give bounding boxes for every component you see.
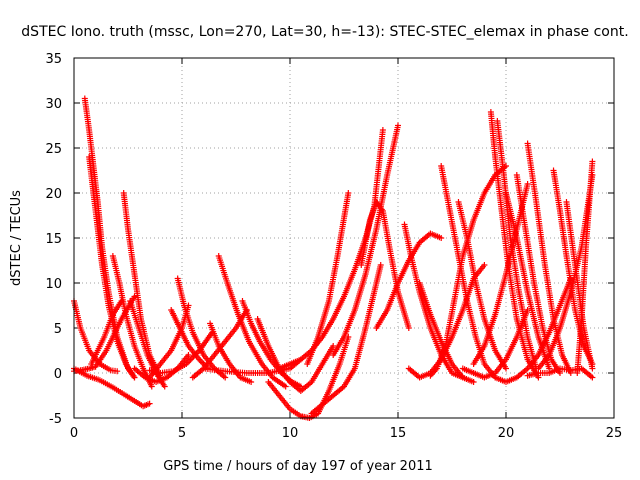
y-tick-label: 20 [45, 187, 62, 202]
data-point [222, 374, 229, 381]
x-axis-label: GPS time / hours of day 197 of year 2011 [163, 459, 433, 474]
data-series [524, 365, 596, 381]
data-point [589, 374, 596, 381]
x-tick-label: 15 [390, 426, 407, 441]
data-point [148, 383, 155, 390]
data-series [563, 199, 596, 372]
x-tick-label: 10 [282, 426, 299, 441]
y-tick-label: -5 [49, 412, 62, 427]
data-point [470, 379, 477, 385]
data-point [131, 374, 138, 381]
data-point [395, 122, 401, 129]
y-tick-label: 25 [45, 142, 62, 157]
data-series [524, 140, 574, 376]
data-point [330, 343, 337, 349]
data-point [589, 158, 596, 165]
data-series [494, 118, 540, 372]
grid [73, 57, 615, 419]
data-series [215, 253, 289, 390]
data-points [71, 95, 596, 421]
data-series [71, 293, 138, 375]
data-point [131, 293, 138, 300]
data-point [248, 379, 255, 385]
data-point [377, 262, 384, 268]
y-tick-label: 0 [54, 367, 62, 382]
data-series [120, 190, 164, 381]
data-point [589, 365, 596, 372]
data-point [481, 262, 488, 268]
data-series [574, 158, 596, 376]
x-tick-label: 20 [498, 426, 515, 441]
data-point [438, 235, 445, 241]
data-series [265, 334, 352, 421]
y-tick-label: 10 [45, 277, 62, 292]
data-series [86, 154, 138, 381]
y-tick-label: 5 [54, 322, 62, 337]
data-series [459, 307, 531, 381]
y-tick-label: 15 [45, 232, 62, 247]
plot-frame [73, 57, 615, 419]
data-point [161, 383, 168, 390]
data-series [254, 316, 337, 394]
x-tick-label: 25 [606, 426, 623, 441]
data-series [492, 275, 574, 385]
data-point [405, 325, 412, 331]
data-series [88, 298, 125, 367]
x-tick-labels: 0 5 10 15 20 25 [70, 426, 622, 441]
data-point [524, 181, 531, 187]
data-point [146, 400, 153, 407]
x-tick-label: 5 [178, 426, 186, 441]
data-series [308, 262, 384, 417]
y-tick-label: 35 [45, 52, 62, 67]
y-tick-labels: -5 0 5 10 15 20 25 30 35 [45, 52, 62, 427]
data-point [282, 383, 289, 390]
data-point [345, 190, 352, 196]
data-series [330, 122, 401, 358]
chart-title: dSTEC Iono. truth (mssc, Lon=270, Lat=30… [21, 24, 628, 40]
y-axis-label: dSTEC / TECUs [9, 190, 24, 286]
y-tick-label: 30 [45, 97, 62, 112]
data-point [379, 127, 386, 133]
data-point [114, 368, 121, 375]
data-point [185, 352, 192, 358]
x-tick-label: 0 [70, 426, 78, 441]
data-point [503, 365, 509, 372]
